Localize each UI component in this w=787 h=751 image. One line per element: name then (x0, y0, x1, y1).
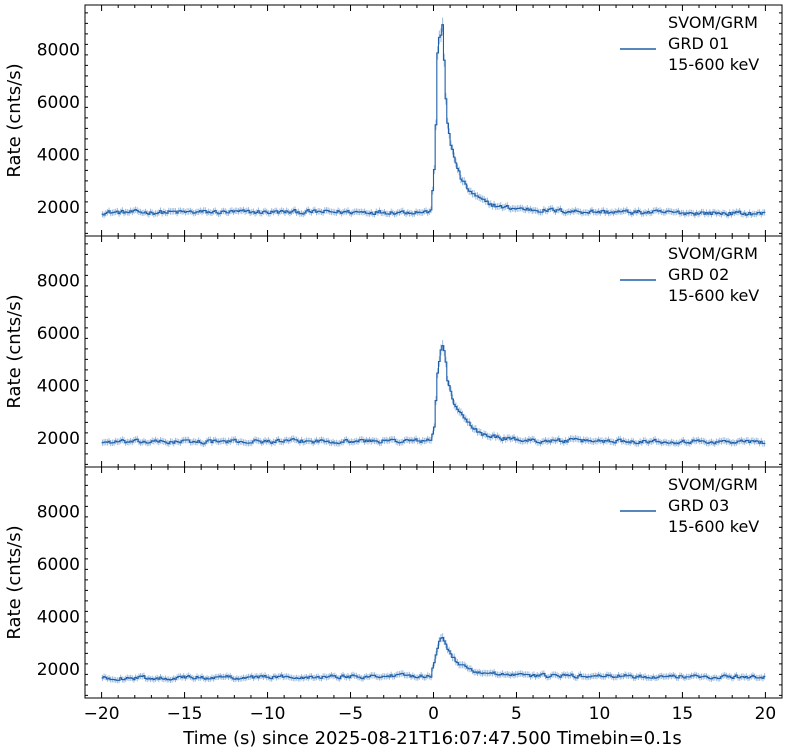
y-tick-label: 6000 (37, 324, 80, 344)
x-tick-label: 10 (589, 704, 611, 724)
x-tick-label: −10 (250, 704, 286, 724)
x-tick-label: 0 (428, 704, 439, 724)
x-tick-label: 5 (511, 704, 522, 724)
x-tick-label: 15 (672, 704, 694, 724)
legend-text-line: GRD 01 (668, 34, 729, 53)
y-tick-label: 6000 (37, 93, 80, 113)
y-axis-label: Rate (cnts/s) (4, 525, 25, 639)
y-tick-label: 4000 (37, 608, 80, 628)
y-axis-label: Rate (cnts/s) (4, 294, 25, 408)
x-tick-label: −15 (167, 704, 203, 724)
panel-2-light-curve (101, 345, 766, 445)
x-tick-label: −20 (84, 704, 120, 724)
legend-text-line: GRD 02 (668, 265, 729, 284)
x-tick-label: 20 (755, 704, 777, 724)
y-axis-label: Rate (cnts/s) (4, 63, 25, 177)
y-tick-label: 2000 (37, 429, 80, 449)
panel-3-error-bars (101, 633, 766, 684)
y-tick-label: 2000 (37, 198, 80, 218)
legend-text-line: 15-600 keV (668, 55, 759, 74)
x-axis-label: Time (s) since 2025-08-21T16:07:47.500 T… (182, 728, 682, 749)
legend-text-line: GRD 03 (668, 496, 729, 515)
legend-text-line: 15-600 keV (668, 517, 759, 536)
legend-text-line: SVOM/GRM (668, 244, 758, 263)
y-tick-label: 8000 (37, 503, 80, 523)
panel-3-light-curve (101, 636, 766, 681)
y-tick-label: 4000 (37, 146, 80, 166)
y-tick-label: 2000 (37, 660, 80, 680)
y-tick-label: 6000 (37, 555, 80, 575)
x-tick-label: −5 (338, 704, 363, 724)
y-tick-label: 8000 (37, 41, 80, 61)
legend-text-line: SVOM/GRM (668, 13, 758, 32)
y-tick-label: 4000 (37, 377, 80, 397)
y-tick-label: 8000 (37, 272, 80, 292)
legend-text-line: SVOM/GRM (668, 475, 758, 494)
legend-text-line: 15-600 keV (668, 286, 759, 305)
panel-1-light-curve (101, 24, 766, 217)
